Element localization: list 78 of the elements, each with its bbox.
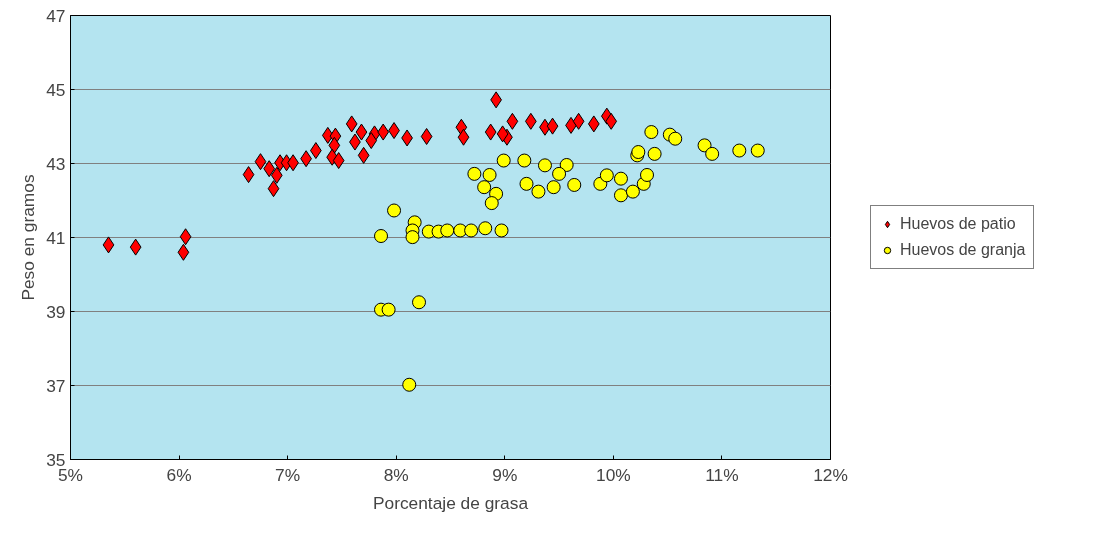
point: [402, 377, 417, 392]
point: [365, 132, 378, 150]
point: [267, 180, 280, 198]
point: [242, 166, 255, 184]
point: [494, 223, 509, 238]
point: [484, 196, 499, 211]
x-tick-label: 7%: [275, 464, 301, 485]
legend-label: Huevos de patio: [900, 215, 1016, 233]
point: [381, 302, 396, 317]
point: [420, 127, 433, 145]
point: [644, 125, 659, 140]
point: [102, 236, 115, 254]
point: [467, 166, 482, 181]
point: [732, 143, 747, 158]
point: [129, 238, 142, 256]
point: [697, 138, 712, 153]
point: [357, 146, 370, 164]
point: [625, 184, 640, 199]
point: [506, 112, 519, 130]
point: [377, 123, 390, 141]
point: [355, 123, 368, 141]
x-axis-title: Porcentaje de grasa: [372, 492, 529, 513]
point: [328, 136, 341, 154]
y-tick-label: 37: [46, 375, 66, 396]
point: [482, 167, 497, 182]
point: [440, 223, 455, 238]
point: [484, 123, 497, 141]
point: [750, 143, 765, 158]
point: [599, 168, 614, 183]
point: [177, 243, 190, 261]
point: [605, 112, 618, 130]
y-tick-label: 43: [46, 153, 66, 174]
point: [457, 128, 470, 146]
x-tick-label: 9%: [492, 464, 518, 485]
x-tick-label: 6%: [166, 464, 192, 485]
point: [496, 153, 511, 168]
point: [613, 188, 628, 203]
point: [705, 146, 720, 161]
point: [668, 131, 683, 146]
point: [496, 125, 509, 143]
point: [647, 146, 662, 161]
point: [345, 115, 358, 133]
y-tick-label: 39: [46, 301, 66, 322]
point: [613, 171, 628, 186]
point: [478, 221, 493, 236]
x-tick-label: 10%: [596, 464, 631, 485]
x-tick-label: 11%: [705, 464, 739, 485]
y-axis-title: Peso en gramos: [18, 174, 39, 301]
point: [519, 176, 534, 191]
point: [412, 295, 427, 310]
point: [179, 228, 192, 246]
point: [477, 180, 492, 195]
point: [546, 180, 561, 195]
point: [332, 152, 345, 170]
point: [464, 223, 479, 238]
y-tick-label: 41: [46, 227, 66, 248]
point: [254, 153, 267, 171]
y-tick-label: 47: [46, 5, 66, 26]
point: [387, 203, 402, 218]
point: [546, 117, 559, 135]
point: [567, 177, 582, 192]
x-tick-label: 12%: [813, 464, 848, 485]
point: [405, 230, 420, 245]
point: [640, 167, 655, 182]
legend-label: Huevos de granja: [900, 241, 1026, 259]
point: [270, 166, 283, 184]
point: [587, 115, 600, 133]
point: [552, 166, 567, 181]
y-tick-label: 35: [46, 449, 66, 470]
point: [537, 158, 552, 173]
point: [531, 184, 546, 199]
y-tick-label: 45: [46, 79, 66, 100]
point: [263, 160, 276, 178]
point: [559, 157, 574, 172]
point: [517, 153, 532, 168]
point: [374, 229, 389, 244]
point: [572, 112, 585, 130]
x-tick-label: 8%: [383, 464, 409, 485]
